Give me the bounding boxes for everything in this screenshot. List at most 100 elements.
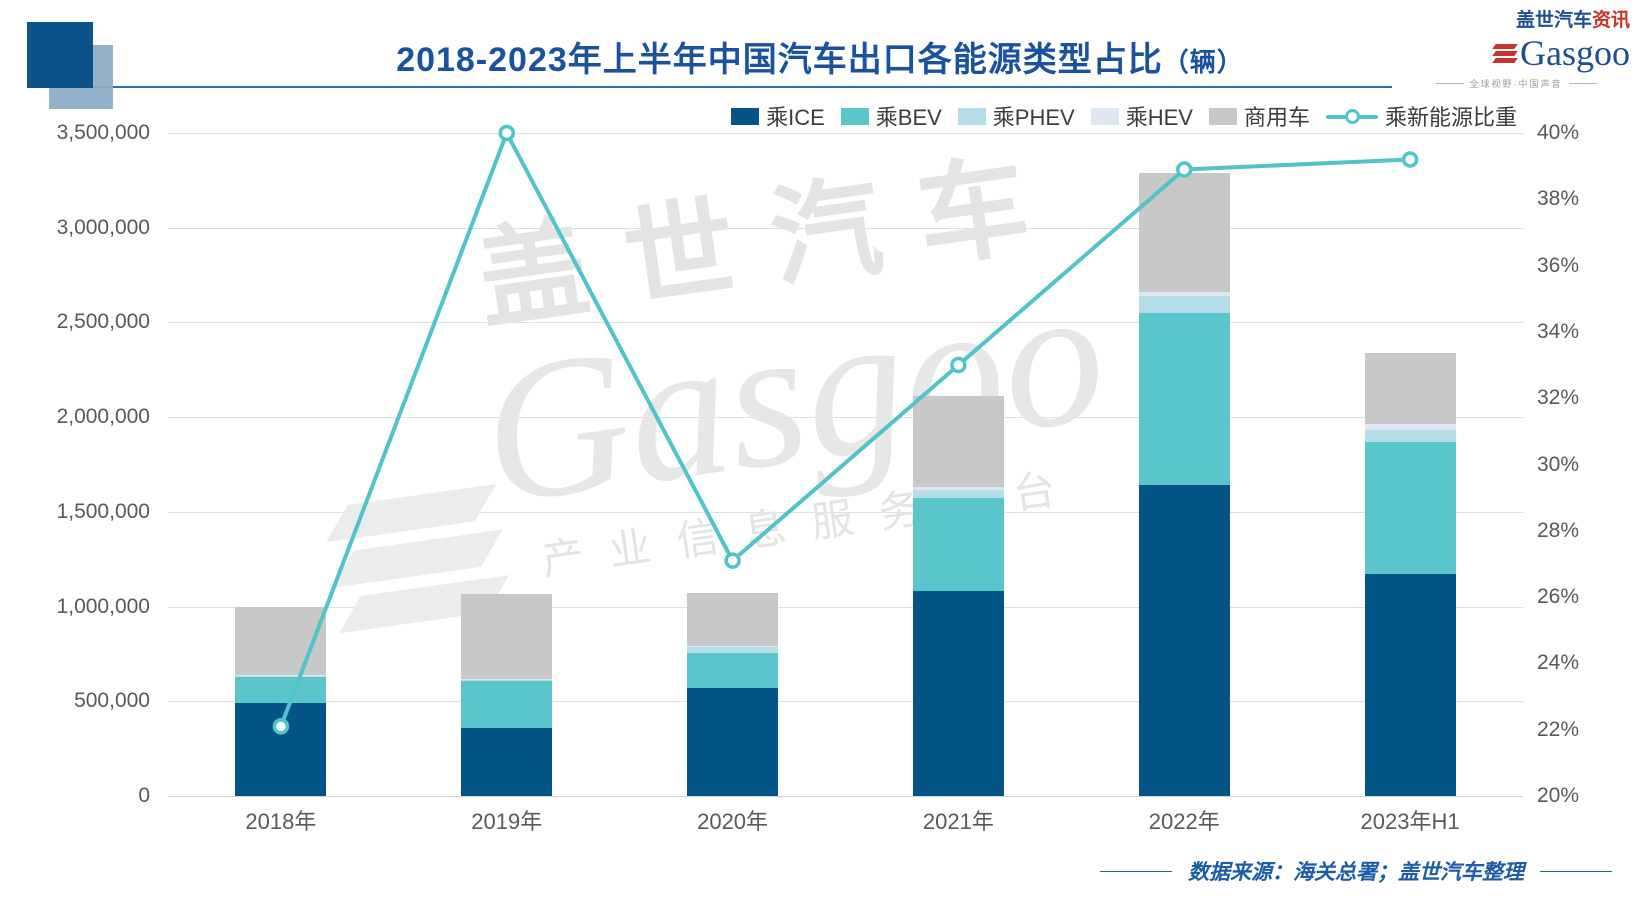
bar-segment-乘ICE-2019年	[461, 727, 553, 796]
legend-label: 乘ICE	[766, 105, 825, 130]
legend-label: 商用车	[1243, 105, 1310, 130]
y-axis-right-tick: 20%	[1537, 784, 1580, 807]
legend-line-ring	[1344, 108, 1360, 124]
bar-segment-商用车-2022年	[1138, 172, 1230, 293]
y-axis-right-tick: 30%	[1537, 452, 1580, 476]
logo-cn-accent: 资讯	[1591, 10, 1630, 31]
title-text: 2018-2023年上半年中国汽车出口各能源类型占比	[396, 41, 1163, 79]
watermark: 盖世汽车 Gasgoo 产业信息服务平台	[326, 125, 1223, 634]
bar-segment-乘ICE-2023年H1	[1364, 574, 1456, 796]
legend-item-乘ICE: 乘ICE	[731, 100, 825, 132]
x-axis-label-2023年H1: 2023年H1	[1360, 809, 1460, 834]
legend-item-乘新能源比重: 乘新能源比重	[1325, 100, 1517, 132]
y-axis-right-tick: 22%	[1537, 717, 1580, 741]
bar-segment-乘BEV-2021年	[912, 497, 1004, 592]
x-axis-label-2020年: 2020年	[697, 809, 769, 834]
legend-label: 乘新能源比重	[1384, 105, 1517, 130]
x-axis-label-2019年: 2019年	[471, 809, 543, 834]
y-axis-left-tick: 500,000	[74, 689, 150, 713]
logo-cn-main: 盖世汽车	[1515, 10, 1592, 31]
bar-segment-乘BEV-2022年	[1138, 312, 1230, 486]
y-axis-right-tick: 28%	[1537, 518, 1580, 542]
legend-item-乘PHEV: 乘PHEV	[957, 100, 1075, 132]
legend-line-marker-icon	[1325, 108, 1378, 125]
bar-segment-乘PHEV-2020年	[687, 647, 779, 653]
tagline-dash-left	[1435, 83, 1464, 84]
y-axis-left-tick: 2,500,000	[56, 310, 150, 334]
y-axis-right-tick: 32%	[1537, 386, 1580, 410]
page-title: 2018-2023年上半年中国汽车出口各能源类型占比（辆）	[0, 32, 1640, 81]
source-line-left	[1100, 870, 1172, 872]
bar-segment-商用车-2020年	[687, 593, 779, 647]
bar-segment-商用车-2019年	[461, 593, 553, 679]
legend-swatch-商用车	[1208, 107, 1237, 125]
y-axis-left-tick: 0	[138, 784, 150, 807]
bar-segment-商用车-2021年	[912, 396, 1004, 488]
x-axis-label-2021年: 2021年	[922, 809, 994, 834]
legend-item-乘BEV: 乘BEV	[840, 100, 942, 132]
bar-segment-乘HEV-2022年	[1138, 292, 1230, 296]
logo-en-row: Gasgoo	[1392, 32, 1640, 74]
bar-segment-乘BEV-2019年	[461, 680, 553, 728]
y-axis-right-tick: 36%	[1537, 253, 1580, 277]
legend-label: 乘BEV	[875, 105, 942, 130]
x-axis-label-2022年: 2022年	[1148, 809, 1220, 834]
bar-segment-乘BEV-2023年H1	[1364, 441, 1456, 575]
bar-segment-乘HEV-2021年	[912, 487, 1004, 491]
legend-swatch-乘PHEV	[957, 107, 986, 125]
y-axis-left-tick: 1,500,000	[56, 499, 150, 523]
y-axis-left-tick: 2,000,000	[56, 405, 150, 429]
y-axis-right-tick: 40%	[1537, 121, 1580, 144]
bar-segment-乘ICE-2021年	[912, 591, 1004, 796]
legend-swatch-乘HEV	[1090, 107, 1119, 125]
legend-swatch-乘ICE	[731, 107, 760, 125]
bar-segment-乘BEV-2018年	[235, 676, 327, 704]
gridline-0	[168, 796, 1523, 797]
source-line-right	[1540, 870, 1612, 872]
y-axis-right-tick: 34%	[1537, 319, 1580, 343]
bar-segment-乘HEV-2023年H1	[1364, 423, 1456, 431]
bar-segment-乘ICE-2020年	[687, 688, 779, 796]
deco-square-dark	[27, 22, 93, 88]
bar-segment-乘HEV-2020年	[687, 646, 779, 648]
legend-item-乘HEV: 乘HEV	[1090, 100, 1193, 132]
x-axis-label-2018年: 2018年	[245, 809, 317, 834]
title-unit: （辆）	[1162, 47, 1244, 77]
bar-segment-乘ICE-2022年	[1138, 485, 1230, 796]
bar-segment-乘PHEV-2022年	[1138, 295, 1230, 313]
y-axis-right-tick: 24%	[1537, 651, 1580, 675]
bar-segment-商用车-2018年	[235, 606, 327, 676]
title-underline	[27, 86, 1638, 88]
bar-segment-乘ICE-2018年	[235, 703, 327, 796]
y-axis-right-tick: 26%	[1537, 585, 1580, 609]
legend-item-商用车: 商用车	[1208, 100, 1310, 132]
source-text: 数据来源：海关总署；盖世汽车整理	[1188, 861, 1524, 884]
bar-segment-乘PHEV-2019年	[461, 679, 553, 681]
y-axis-right-tick: 38%	[1537, 187, 1580, 211]
y-axis-left-tick: 3,500,000	[56, 121, 150, 144]
legend: 乘ICE 乘BEV 乘PHEV 乘HEV 商用车 乘新能源比重	[731, 100, 1517, 132]
bar-segment-乘PHEV-2018年	[235, 675, 327, 677]
gridline-3,500,000	[168, 133, 1523, 134]
logo-tagline: 全球视野·中国声音	[1392, 77, 1640, 90]
legend-swatch-乘BEV	[840, 107, 869, 125]
bar-segment-乘HEV-2018年	[235, 675, 327, 676]
logo-stripes-icon	[1492, 42, 1518, 65]
bar-segment-乘PHEV-2023年H1	[1364, 430, 1456, 442]
tagline-dash-right	[1568, 83, 1597, 84]
tagline-text: 全球视野·中国声音	[1469, 79, 1563, 89]
gasgoo-logo: 盖世汽车资讯 Gasgoo 全球视野·中国声音	[1392, 10, 1640, 102]
legend-label: 乘PHEV	[992, 105, 1075, 130]
logo-en-text: Gasgoo	[1520, 33, 1630, 73]
gridline-500,000	[168, 701, 1523, 703]
bar-segment-乘PHEV-2021年	[912, 490, 1004, 498]
y-axis-left-tick: 3,000,000	[56, 215, 150, 239]
legend-label: 乘HEV	[1125, 105, 1193, 130]
bar-segment-乘BEV-2020年	[687, 652, 779, 688]
y-axis-left-tick: 1,000,000	[56, 594, 150, 618]
source-note: 数据来源：海关总署；盖世汽车整理	[1100, 856, 1612, 886]
bar-segment-乘HEV-2019年	[461, 678, 553, 680]
logo-cn-row: 盖世汽车资讯	[1392, 10, 1640, 32]
